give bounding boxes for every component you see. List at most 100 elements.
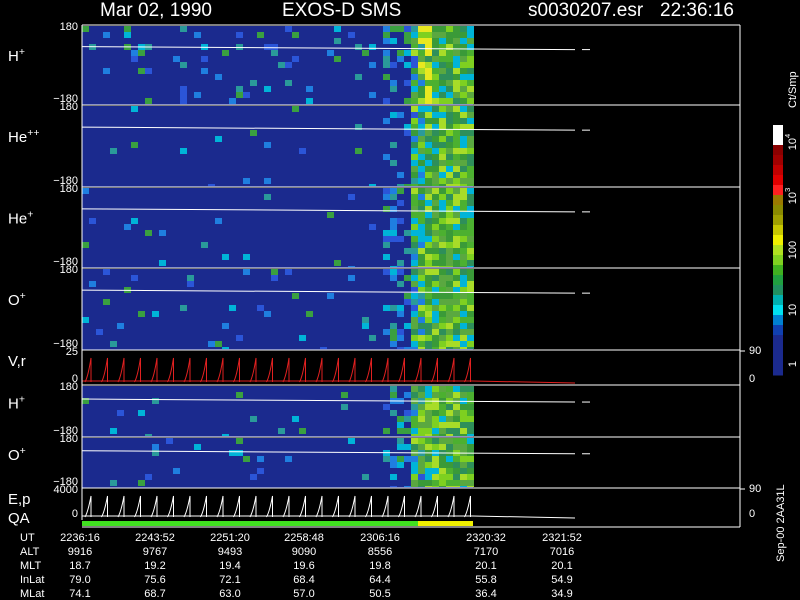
spectrogram-cell [446, 62, 453, 68]
spectrogram-cell [194, 32, 201, 38]
spectrogram-cell [453, 275, 460, 281]
spectrogram-cell [460, 438, 467, 444]
spectrogram-cell [418, 200, 425, 206]
spectrogram-cell [446, 305, 453, 311]
spectrogram-cell [397, 218, 404, 224]
spectrogram-cell [131, 106, 138, 112]
spectrogram-cell [467, 392, 474, 398]
spectrogram-cell [467, 266, 474, 267]
spectrogram-cell [439, 410, 446, 416]
spectrogram-cell [411, 293, 418, 299]
spectrogram-cell [460, 275, 467, 281]
spectrogram-cell [439, 236, 446, 242]
panel-label: QA [8, 510, 30, 527]
spectrogram-cell [453, 392, 460, 398]
spectrogram-cell [439, 224, 446, 230]
spectrogram-cell [425, 166, 432, 172]
spectrogram-cell [460, 305, 467, 311]
spectrogram-cell [369, 335, 376, 341]
spectrogram-cell [390, 194, 397, 200]
spectrogram-cell [418, 136, 425, 142]
spectrogram-cell [397, 172, 404, 178]
spectrogram-cell [411, 212, 418, 218]
spectrogram-cell [439, 404, 446, 410]
spectrogram-cell [390, 456, 397, 462]
spectrogram-cell [404, 32, 411, 38]
spectrogram-cell [138, 480, 145, 486]
spectrogram-cell [334, 260, 341, 266]
spectrogram-cell [411, 305, 418, 311]
spectrogram-cell [418, 444, 425, 450]
spectrogram-cell [467, 154, 474, 160]
tick-label: 0 [72, 508, 78, 520]
spectrogram-cell [432, 68, 439, 74]
spectrogram-cell [418, 416, 425, 422]
spectrogram-cell [180, 86, 187, 92]
spectrogram-cell [439, 269, 446, 275]
spectrogram-cell [425, 148, 432, 154]
spectrogram-cell [411, 136, 418, 142]
spectrogram-cell [439, 194, 446, 200]
spectrogram-cell [446, 92, 453, 98]
spectrogram-cell [453, 62, 460, 68]
tick-label: 4000 [54, 484, 78, 496]
spectrogram-cell [411, 254, 418, 260]
spectrogram-cell [467, 287, 474, 293]
spectrogram-cell [285, 80, 292, 86]
spectrogram-cell [432, 206, 439, 212]
spectrogram-cell [404, 392, 411, 398]
spectrogram-cell [432, 74, 439, 80]
spectrogram-cell [453, 480, 460, 486]
spectrogram-cell [418, 56, 425, 62]
spectrogram-cell [446, 86, 453, 92]
spectrogram-cell [439, 468, 446, 474]
row-label: MLT [20, 560, 41, 572]
tick-label: 0 [72, 373, 78, 385]
spectrogram-cell [446, 224, 453, 230]
spectrogram-cell [460, 112, 467, 118]
spectrogram-cell [460, 148, 467, 154]
spectrogram-cell [110, 428, 117, 434]
spectrogram-cell [460, 74, 467, 80]
cell: 19.8 [369, 560, 390, 572]
spectrogram-cell [236, 392, 243, 398]
spectrogram-cell [432, 154, 439, 160]
spectrogram-cell [124, 32, 131, 38]
spectrogram-cell [453, 206, 460, 212]
spectrogram-cell [467, 404, 474, 410]
spectrogram-cell [425, 106, 432, 112]
spectrogram-cell [460, 386, 467, 392]
spectrogram-cell [446, 341, 453, 347]
colorbar-cell [773, 275, 783, 286]
cell: 9090 [292, 546, 316, 558]
spectrogram-cell [397, 438, 404, 444]
spectrogram-cell [425, 62, 432, 68]
spectrogram-cell [439, 166, 446, 172]
spectrogram-cell [446, 124, 453, 130]
spectrogram-cell [467, 68, 474, 74]
spectrogram-cell [362, 323, 369, 329]
spectrogram-cell [411, 112, 418, 118]
colorbar-label-base: 10 [787, 138, 799, 150]
spectrogram-cell [306, 98, 313, 104]
spectrogram-cell [418, 188, 425, 194]
spectrogram-cell [425, 184, 432, 186]
spectrogram-cell [446, 410, 453, 416]
spectrogram-cell [404, 428, 411, 434]
spectrogram-cell [460, 56, 467, 62]
spectrogram-cell [418, 242, 425, 248]
spectrogram-cell [425, 124, 432, 130]
spectrogram-cell [418, 422, 425, 428]
spectrogram-cell [453, 434, 460, 436]
spectrogram-cell [411, 206, 418, 212]
panel-label-base: O [8, 292, 20, 309]
spectrogram-cell [397, 329, 404, 335]
spectrogram-cell [89, 281, 96, 287]
spectrogram-cell [152, 311, 159, 317]
spectrogram-cell [418, 341, 425, 347]
spectrogram-cell [397, 26, 404, 32]
spectrogram-cell [348, 32, 355, 38]
spectrogram-cell [369, 92, 376, 98]
spectrogram-cell [390, 62, 397, 68]
spectrogram-cell [264, 194, 271, 200]
